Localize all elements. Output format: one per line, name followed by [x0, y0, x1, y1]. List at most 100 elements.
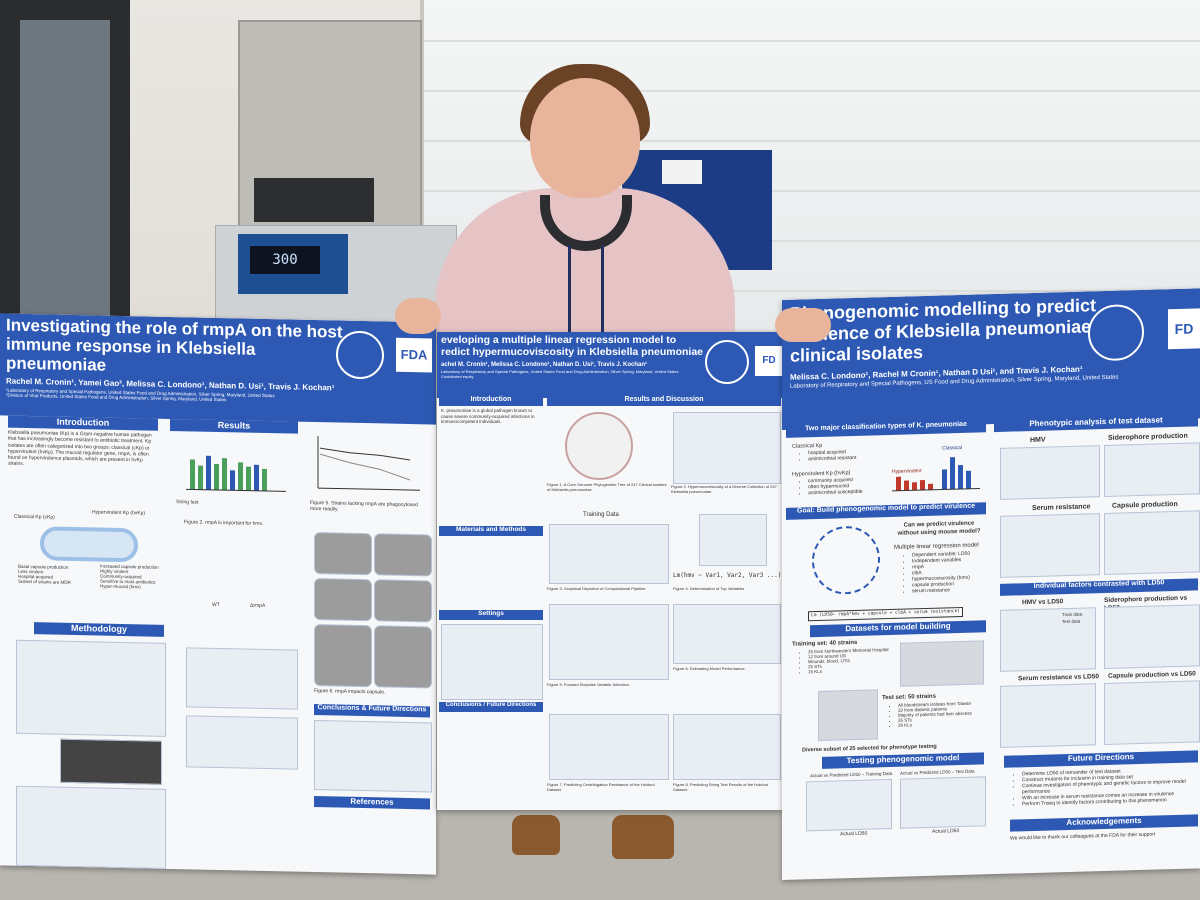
bar — [966, 470, 971, 489]
string-test-label: String test — [176, 499, 199, 506]
em-image-6 — [374, 625, 432, 689]
poster-left-methodology-heading: Methodology — [34, 622, 164, 637]
poster-middle-title-1: eveloping a multiple linear regression m… — [441, 334, 677, 346]
fig3-caption: Figure 3. Graphical Depiction of Computa… — [547, 586, 646, 591]
bar — [958, 464, 963, 490]
hhs-seal-icon — [336, 330, 384, 380]
bar — [198, 465, 203, 490]
train-pred-plot — [806, 778, 892, 832]
fig6-caption: Figure 6. rmpA impacts capsule. — [314, 688, 386, 696]
bacterium-icon — [40, 526, 138, 563]
gel-image — [60, 738, 162, 785]
poster-middle-intro-text: K. pneumoniae is a global pathogen known… — [441, 408, 535, 425]
poster-right-header: Phenogenomic modelling to predict virule… — [782, 288, 1200, 430]
mut-label: ΔrmpA — [250, 602, 266, 609]
em-image-3 — [314, 578, 372, 622]
hmv-vs-ld50-title: HMV vs LD50 — [1022, 598, 1064, 607]
poster-left-references-heading: References — [314, 796, 430, 810]
siderophore-plot — [1104, 442, 1200, 498]
bar — [920, 480, 925, 491]
hv-list: community acquired often hypermucoid ant… — [796, 477, 862, 497]
hmv-plot — [1000, 445, 1100, 500]
poster-middle-conclusions-heading: Conclusions / Future Directions — [439, 702, 543, 712]
poster-right-datasets-heading: Datasets for model building — [810, 620, 986, 638]
test-list: All bloodstream isolates from Taiwan 32 … — [886, 700, 998, 728]
ack-text: We would like to thank our colleagues at… — [1010, 831, 1156, 842]
mlr-list: Dependent variable: LD50 Independent var… — [900, 551, 970, 595]
poster-middle-title-2: redict hypermucoviscosity in Klebsiella … — [441, 346, 703, 358]
left-shoe — [512, 815, 560, 855]
model-formula: Lm (LD50~ rmpA*hmv + capsule + clbA + se… — [808, 606, 964, 621]
classical-list: hospital acquired antimicrobial resistan… — [796, 449, 856, 463]
legend-test: Test data — [1062, 618, 1081, 625]
serum-plot — [1000, 513, 1100, 578]
lm-formula: Lm(hmv ~ Var1, Var2, Var3 ...) — [673, 572, 782, 579]
right-hand — [775, 308, 831, 342]
ld50-bar-chart — [892, 457, 980, 492]
fig5-caption-mid: Figure 5. Forward Stepwise Variable Sele… — [547, 682, 631, 687]
mouse-survival-chart — [186, 647, 298, 710]
variable-curve — [699, 514, 767, 566]
fig5-caption: Figure 5. Strains lacking rmpA are phago… — [310, 499, 418, 513]
virulence-factor-wheel-icon — [812, 525, 880, 596]
serum-vs-ld50-scatter — [1000, 683, 1096, 748]
bar — [912, 482, 917, 491]
bar — [246, 466, 251, 491]
bar — [254, 464, 259, 491]
bar — [928, 483, 933, 490]
em-image-4 — [374, 579, 432, 623]
poster-middle-affil: Laboratory of Respiratory and Special Pa… — [441, 369, 679, 374]
hmv-title: HMV — [1030, 436, 1046, 445]
fig4-caption: Figure 4. Determination of Top Variables — [673, 586, 745, 591]
bar — [950, 457, 955, 490]
hhs-seal-icon — [705, 340, 749, 384]
poster-right-ack-heading: Acknowledgements — [1010, 814, 1198, 832]
capsule-vs-ld50-title: Capsule production vs LD50 — [1108, 670, 1196, 680]
fig1-caption: Figure 1. A Core Genome Phylogenetic Tre… — [547, 482, 667, 492]
em-image-1 — [314, 532, 372, 576]
poster-right-individual-heading: Individual factors contrasted with LD50 — [1000, 578, 1198, 596]
lab-oven — [238, 20, 422, 234]
poster-left-hvkp-list: Increased capsule production Highly viru… — [100, 563, 159, 590]
fig2-caption-mid: Figure 2. Hypermucoviscosity of a Divers… — [671, 484, 777, 494]
bar — [904, 480, 909, 491]
poster-left-intro-heading: Introduction — [8, 415, 158, 431]
poster-left-header: Investigating the role of rmpA on the ho… — [0, 313, 436, 425]
test-pred-plot — [900, 776, 986, 829]
poster-middle: eveloping a multiple linear regression m… — [437, 332, 783, 810]
poster-left-intro-text: Klebsiella pneumoniae (Kp) is a Gram-neg… — [8, 429, 152, 468]
em-image-5 — [314, 624, 372, 688]
fig2-caption: Figure 2. rmpA is important for hmv. — [184, 519, 264, 527]
capsule-plot — [1104, 510, 1200, 576]
hypervirulent-bar-label: Hypervirulent — [892, 468, 922, 475]
poster-left: Investigating the role of rmpA on the ho… — [0, 313, 436, 875]
construct-diagram — [16, 785, 166, 869]
poster-middle-authors: achel M. Cronin¹, Melissa C. Londono¹, N… — [441, 362, 648, 368]
bar — [262, 468, 267, 492]
future-list: Determine LD50 of remainder of test data… — [1010, 766, 1200, 808]
fda-logo: FD — [1168, 308, 1200, 350]
us-map — [900, 640, 984, 687]
bar — [942, 469, 947, 490]
bar — [230, 470, 235, 491]
conclusions-diagram — [314, 720, 432, 793]
classical-bar-label: Classical — [942, 444, 963, 452]
left-hand — [395, 298, 441, 334]
training-data-label: Training Data — [583, 512, 619, 518]
wt-label: WT — [212, 601, 220, 609]
poster-middle-settings-heading: Settings — [439, 610, 543, 620]
actual-ld50-label-2: Actual LD50 — [932, 828, 960, 835]
poster-left-conclusions-heading: Conclusions & Future Directions — [314, 704, 430, 718]
poster-middle-materials-heading: Materials and Methods — [439, 526, 543, 536]
string-test-bar-chart — [186, 455, 286, 492]
poster-right-goal-heading: Goal: Build phenogenomic model to predic… — [786, 502, 986, 520]
poster-right: Phenogenomic modelling to predict virule… — [782, 288, 1200, 880]
fig6-caption-mid: Figure 6. Estimating Model Performance. — [673, 666, 746, 671]
phylogenetic-tree-icon — [565, 412, 633, 480]
bar — [238, 462, 243, 491]
siderophore-vs-ld50-scatter — [1104, 604, 1200, 670]
poster-middle-results-heading: Results and Discussion — [547, 396, 781, 406]
taiwan-map — [818, 689, 878, 741]
bar — [214, 463, 219, 491]
methodology-figure — [16, 639, 166, 737]
